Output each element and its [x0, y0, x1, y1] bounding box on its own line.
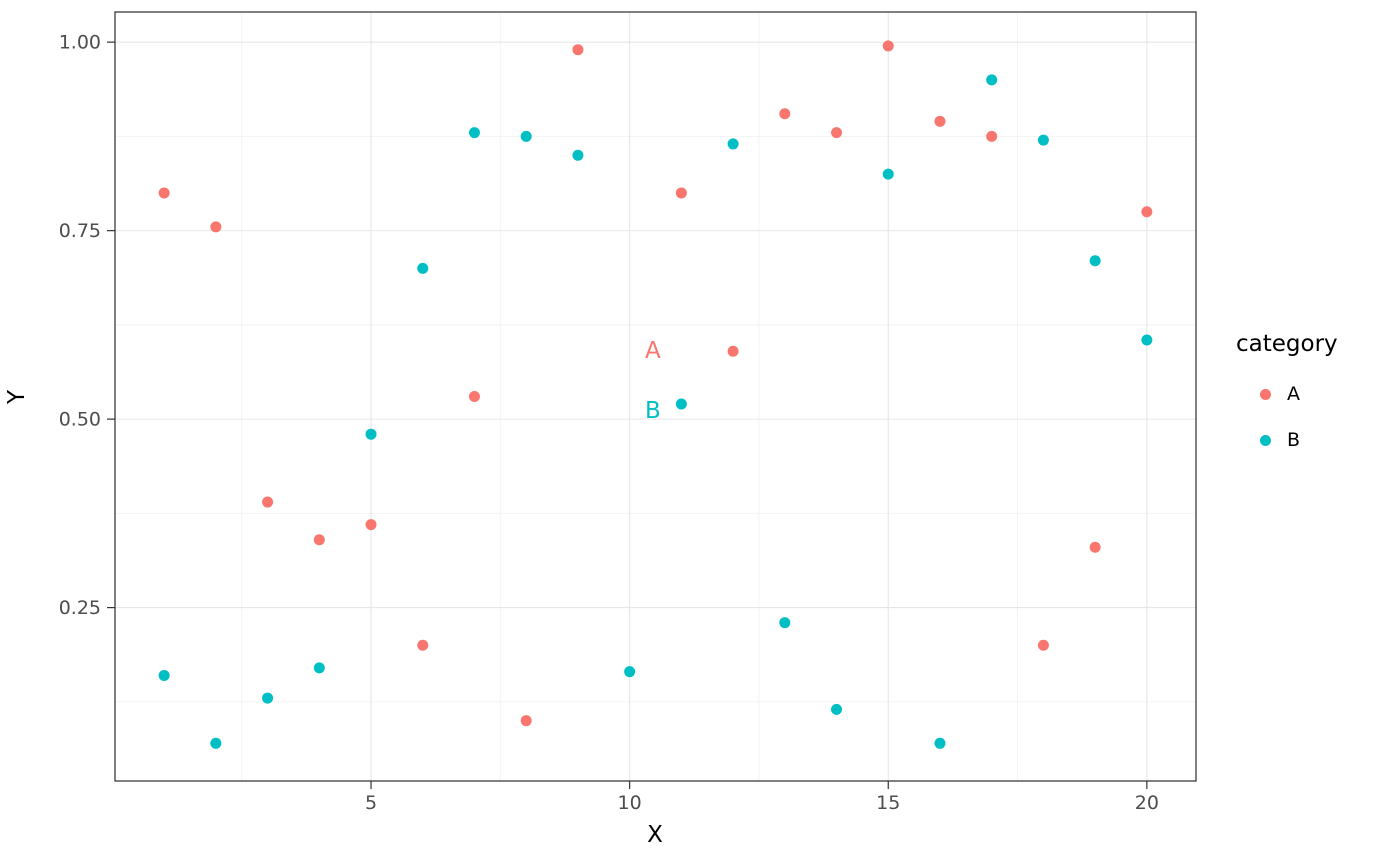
- data-point-b: [468, 127, 480, 139]
- x-tick-label: 10: [618, 792, 642, 814]
- data-point-a: [158, 187, 170, 199]
- x-tick-label: 20: [1135, 792, 1159, 814]
- data-point-b: [727, 138, 739, 150]
- data-point-b: [624, 666, 636, 678]
- data-point-b: [831, 703, 843, 715]
- x-tick-label: 5: [365, 792, 377, 814]
- data-point-b: [313, 662, 325, 674]
- data-point-b: [1037, 134, 1049, 146]
- data-point-a: [365, 519, 377, 531]
- data-point-a: [313, 534, 325, 546]
- annotation-label-b: B: [645, 398, 661, 424]
- data-point-a: [417, 639, 429, 651]
- data-point-b: [520, 130, 532, 142]
- data-point-a: [779, 108, 791, 120]
- data-point-b: [934, 737, 946, 749]
- data-point-b: [1141, 334, 1153, 346]
- data-point-b: [210, 737, 222, 749]
- legend-swatch-b-icon: [1260, 434, 1271, 446]
- data-point-a: [468, 391, 480, 402]
- legend-label-b: B: [1287, 429, 1301, 451]
- legend: category A B: [1236, 331, 1338, 463]
- data-point-a: [831, 127, 843, 139]
- data-point-b: [158, 669, 170, 681]
- x-tick-label: 15: [876, 792, 900, 814]
- data-point-a: [727, 345, 739, 357]
- y-tick-label: 0.25: [59, 597, 101, 619]
- y-tick-label: 0.50: [59, 409, 101, 431]
- panel-border: [114, 11, 1197, 782]
- plot-panel: [115, 12, 1196, 781]
- data-point-b: [417, 262, 429, 274]
- data-point-b: [675, 398, 687, 410]
- data-point-a: [1089, 541, 1101, 553]
- data-point-a: [675, 187, 687, 199]
- y-axis-title: Y: [4, 389, 30, 405]
- legend-title: category: [1236, 331, 1338, 357]
- y-tick-label: 1.00: [59, 32, 101, 54]
- data-point-a: [572, 44, 584, 56]
- y-tick-label: 0.75: [59, 220, 101, 242]
- data-point-a: [1037, 639, 1049, 651]
- data-point-b: [882, 168, 894, 180]
- data-point-b: [365, 428, 377, 440]
- data-point-a: [210, 221, 222, 233]
- legend-label-a: A: [1287, 383, 1300, 405]
- legend-item-a: A: [1260, 371, 1338, 417]
- legend-swatch-a-icon: [1260, 388, 1271, 400]
- data-point-a: [262, 496, 274, 508]
- data-point-b: [572, 149, 584, 161]
- legend-item-b: B: [1260, 417, 1338, 463]
- data-point-a: [882, 40, 894, 52]
- data-point-a: [934, 115, 946, 127]
- data-point-b: [779, 617, 791, 629]
- data-point-b: [1089, 255, 1101, 267]
- data-point-a: [520, 715, 532, 727]
- x-axis-title: X: [647, 822, 663, 848]
- data-point-b: [986, 74, 998, 86]
- data-point-b: [262, 692, 274, 704]
- annotation-label-a: A: [645, 338, 661, 364]
- data-point-a: [1141, 206, 1153, 218]
- data-point-a: [986, 130, 998, 142]
